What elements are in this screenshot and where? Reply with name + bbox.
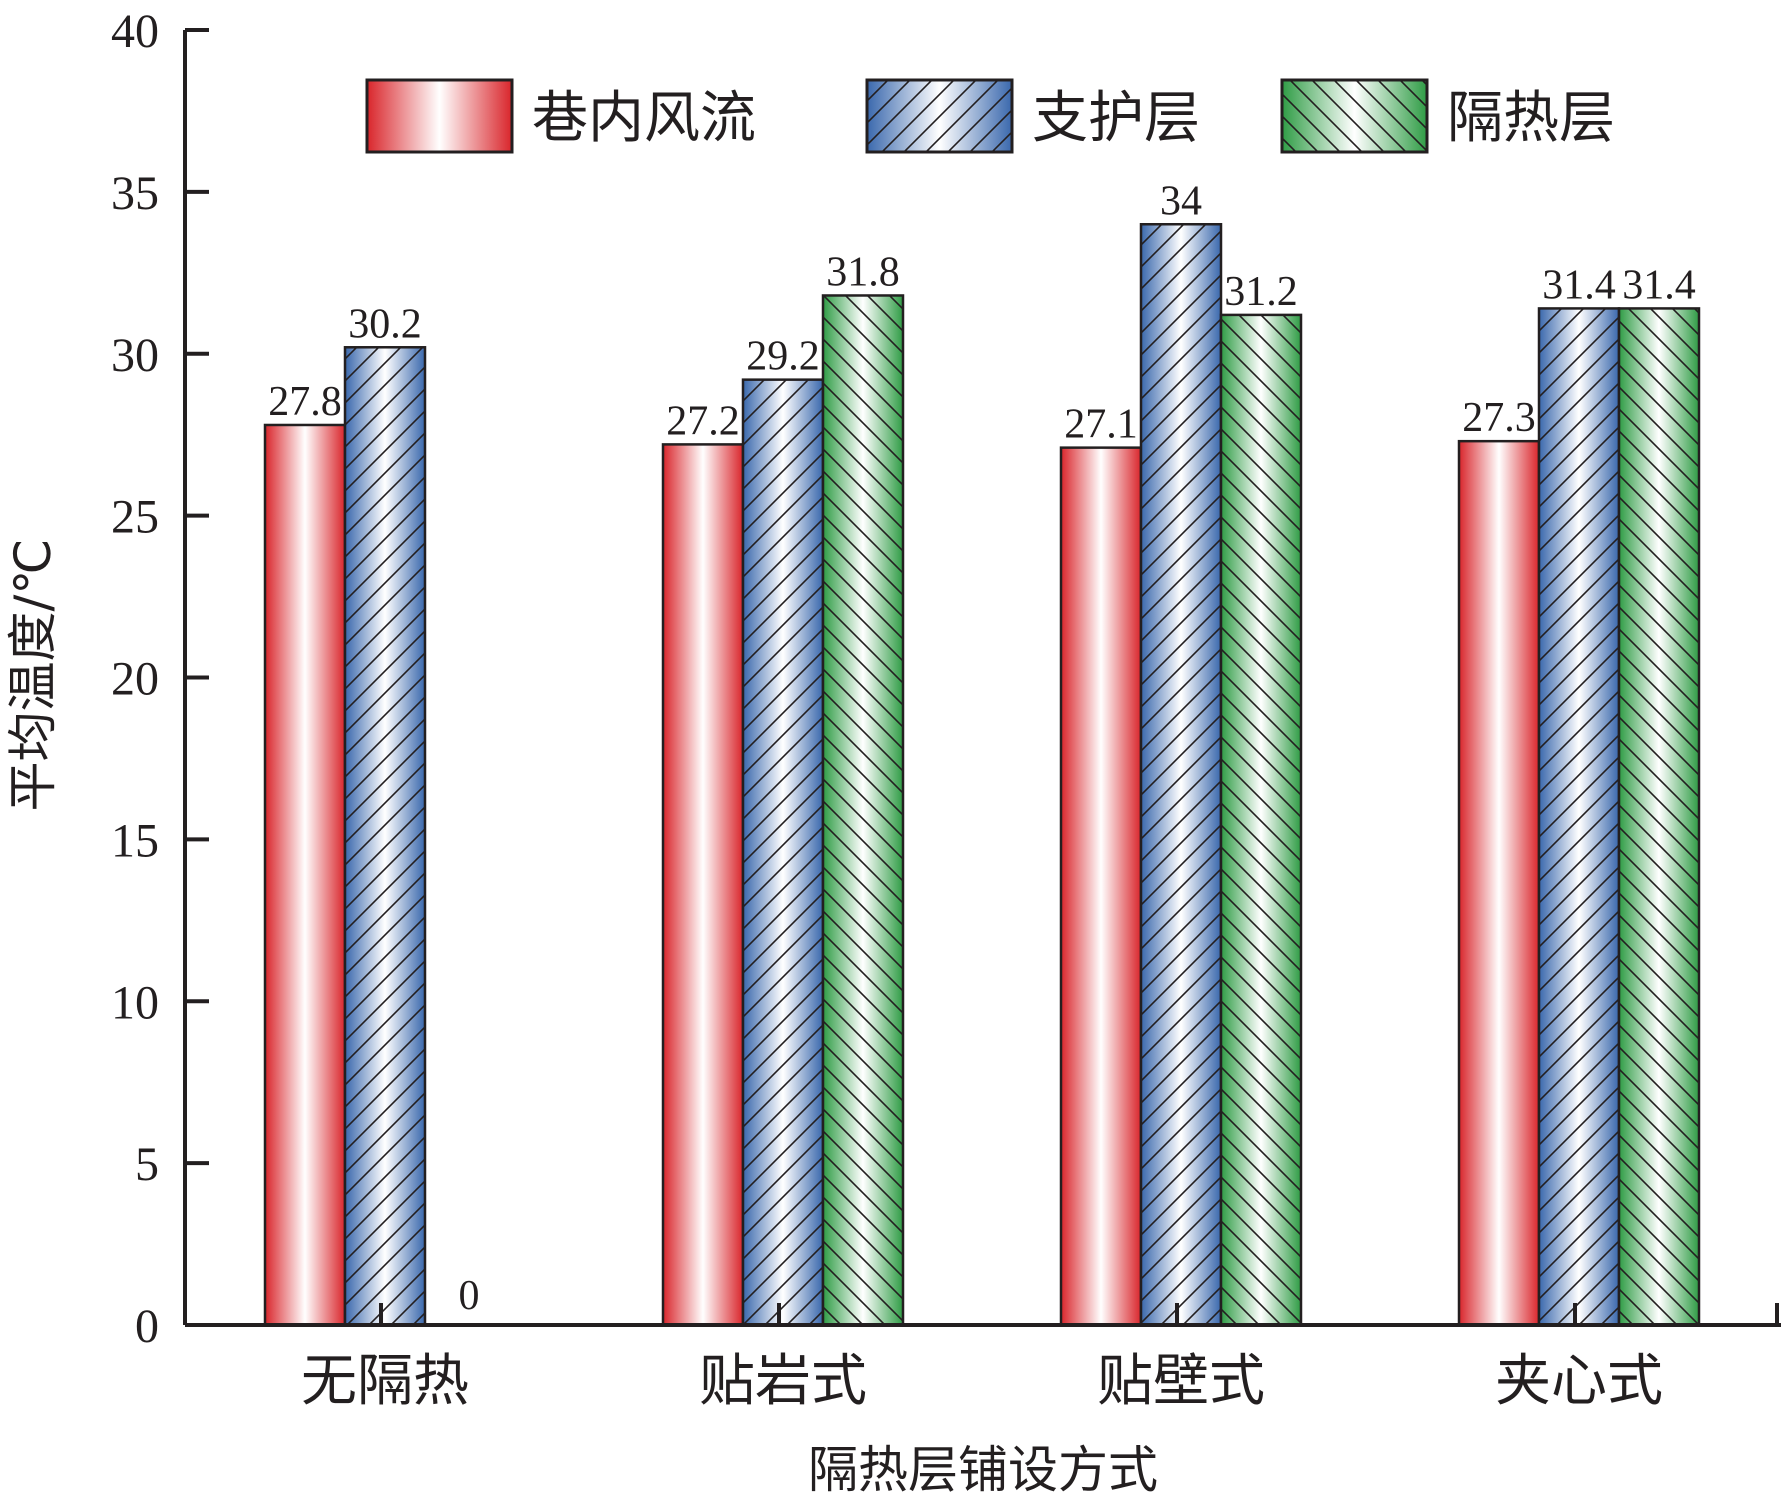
bar-hatch-1-2 [823, 295, 903, 1326]
legend-label-0: 巷内风流 [532, 86, 756, 151]
bar-3-0 [1459, 441, 1539, 1326]
data-label-0-0: 27.8 [268, 379, 342, 425]
x-ticks [379, 1303, 1577, 1325]
bar-2-0 [1061, 447, 1141, 1325]
bar-hatch-0-1 [345, 347, 425, 1325]
category-label-0: 无隔热 [301, 1349, 469, 1414]
y-tick-label-20: 20 [111, 653, 159, 706]
bar-hatch-3-1 [1539, 308, 1619, 1325]
data-label-1-0: 27.2 [666, 398, 740, 444]
data-label-2-0: 27.1 [1064, 402, 1138, 448]
data-label-0-1: 30.2 [348, 301, 422, 347]
legend-swatch-outline-2 [1280, 78, 1429, 154]
y-tick-label-0: 0 [135, 1300, 159, 1353]
data-label-2-2: 31.2 [1224, 269, 1298, 315]
data-label-1-1: 29.2 [746, 334, 820, 380]
data-label-3-2: 31.4 [1622, 262, 1696, 308]
bar-1-0 [663, 444, 743, 1325]
legend-swatch-0 [367, 80, 512, 152]
legend-label-2: 隔热层 [1447, 86, 1615, 151]
data-labels: 27.830.2 0 27.229.231.8 27.1 34 31.2 27.3 31.4 3… [268, 178, 1696, 1319]
bar-hatch-1-1 [743, 379, 823, 1325]
data-label-3-0: 27.3 [1462, 395, 1536, 441]
bar-hatch-2-2 [1221, 314, 1301, 1325]
legend: 巷内风流 支护层 隔热层 [365, 78, 1615, 154]
y-ticks: 0 5 10 15 20 25 30 35 40 [111, 5, 209, 1353]
category-label-3: 夹心式 [1495, 1349, 1663, 1414]
y-tick-label-5: 5 [135, 1138, 159, 1191]
data-label-2-1: 34 [1160, 178, 1202, 224]
bars-layer [263, 223, 1701, 1327]
y-tick-label-30: 30 [111, 329, 159, 382]
bar-hatch-2-1 [1141, 224, 1221, 1325]
data-label-1-2: 31.8 [826, 249, 900, 295]
y-tick-label-10: 10 [111, 976, 159, 1029]
legend-label-1: 支护层 [1032, 86, 1200, 151]
data-label-3-1: 31.4 [1542, 262, 1616, 308]
y-tick-label-40: 40 [111, 5, 159, 58]
y-tick-label-25: 25 [111, 491, 159, 544]
category-labels: 无隔热 贴岩式 贴壁式 夹心式 [301, 1349, 1663, 1414]
category-label-1: 贴岩式 [699, 1349, 867, 1414]
data-label-0-2: 0 [459, 1273, 480, 1319]
bar-0-0 [265, 424, 345, 1326]
legend-swatch-hatch-1 [867, 80, 1012, 152]
legend-swatch-outline-1 [865, 78, 1014, 154]
y-tick-label-15: 15 [111, 814, 159, 867]
x-axis-title: 隔热层铺设方式 [808, 1441, 1158, 1496]
y-axis-title: 平均温度/℃ [4, 539, 62, 812]
legend-swatch-outline-0 [365, 78, 514, 154]
legend-swatch-hatch-2 [1282, 80, 1427, 152]
y-tick-label-35: 35 [111, 167, 159, 220]
category-label-2: 贴壁式 [1097, 1349, 1265, 1414]
bar-hatch-3-2 [1619, 308, 1699, 1325]
